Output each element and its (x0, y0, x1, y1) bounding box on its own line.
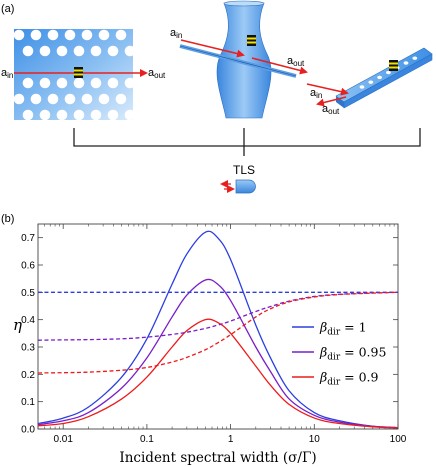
y-tick-label: 0.6 (21, 261, 35, 272)
grouping-bracket (73, 128, 421, 156)
crystal-hole (115, 93, 127, 105)
crystal-hole (30, 29, 42, 41)
x-tick-label: 0.01 (53, 434, 73, 445)
crystal-hole (56, 45, 68, 57)
tls-label: TLS (233, 163, 255, 177)
crystal-hole (90, 45, 102, 57)
fiber-resonator-device: ain aout (170, 0, 308, 119)
crystal-hole (98, 93, 110, 105)
crystal-hole (30, 93, 42, 105)
waveguide-hole (386, 70, 391, 75)
crystal-hole (124, 77, 136, 89)
crystal-hole (107, 45, 119, 57)
x-axis-label: Incident spectral width (σ/Γ) (119, 450, 316, 466)
legend-label: βdir = 0.9 (319, 370, 379, 388)
crystal-hole (13, 29, 25, 41)
crystal-hole (39, 109, 51, 121)
crystal-hole (39, 45, 51, 57)
crystal-hole (64, 93, 76, 105)
y-tick-label: 0.3 (21, 343, 35, 354)
y-tick-label: 0.0 (21, 425, 35, 436)
x-tick-label: 0.1 (140, 434, 154, 445)
crystal-hole (22, 77, 34, 89)
a-out-label-right: aout (322, 103, 340, 116)
waveguide-hole (359, 85, 365, 89)
crystal-hole (73, 45, 85, 57)
photonic-crystal-slab (14, 29, 133, 120)
waveguide-hole (377, 75, 382, 80)
waveguide-device: ain aout (306, 47, 433, 116)
crystal-hole (13, 93, 25, 105)
waveguide-holes (359, 56, 418, 89)
y-axis-ticks: 0.0 0.1 0.2 0.3 0.4 0.5 0.6 0.7 (21, 233, 398, 436)
crystal-hole (47, 93, 59, 105)
crystal-hole (107, 109, 119, 121)
output-arrow-middle (251, 57, 308, 75)
panel-b-label: (b) (1, 213, 14, 225)
x-tick-label: 100 (390, 434, 407, 445)
crystal-hole (64, 29, 76, 41)
waveguide-beam-top (335, 47, 433, 103)
a-out-label-left: aout (148, 67, 166, 80)
crystal-hole (56, 77, 68, 89)
crystal-hole (47, 29, 59, 41)
tapered-fiber-edge (179, 45, 297, 77)
x-tick-label: 10 (309, 434, 321, 445)
plot-frame (37, 223, 399, 430)
waveguide-hole (412, 56, 418, 60)
y-axis-label: η (13, 316, 22, 334)
crystal-hole (98, 29, 110, 41)
efficiency-chart: 0.0 0.1 0.2 0.3 0.4 0.5 0.6 0.7 0.01 0.1 1 10 100 η… (13, 223, 407, 466)
waveguide-beam-side (343, 53, 433, 109)
legend: βdir = 1 βdir = 0.95 βdir = 0.9 (292, 320, 386, 388)
panel-a-label: (a) (1, 3, 14, 15)
waveguide-hole (368, 80, 374, 84)
crystal-hole (107, 77, 119, 89)
crystal-hole (124, 109, 136, 121)
emitter-icon (389, 60, 398, 71)
crystal-hole (73, 77, 85, 89)
crystal-hole (90, 109, 102, 121)
crystal-hole (115, 29, 127, 41)
legend-label: βdir = 0.95 (319, 345, 386, 363)
emitter-icon (74, 67, 83, 78)
resonator-top-face (223, 0, 265, 7)
y-tick-label: 0.2 (21, 370, 35, 381)
crystal-hole (81, 93, 93, 105)
crystal-hole (81, 29, 93, 41)
crystal-hole (22, 109, 34, 121)
input-arrow-middle (180, 39, 245, 58)
crystal-hole (90, 77, 102, 89)
waveguide-hole (403, 61, 409, 65)
crystal-hole (124, 45, 136, 57)
series-line-purple-solid (37, 278, 399, 429)
legend-label: βdir = 1 (319, 320, 367, 338)
crystal-holes (13, 29, 136, 121)
output-arrow-right (316, 96, 347, 107)
y-tick-label: 0.1 (21, 397, 35, 408)
series-layer (37, 230, 399, 429)
a-in-label-right: ain (310, 87, 322, 100)
y-tick-label: 0.4 (21, 315, 35, 326)
y-tick-label: 0.7 (21, 233, 35, 244)
x-axis-ticks: 0.01 0.1 1 10 100 (37, 224, 407, 445)
x-tick-label: 1 (228, 434, 234, 445)
y-tick-label: 0.5 (21, 288, 35, 299)
input-arrow-right (306, 83, 349, 96)
series-line-red-solid (37, 318, 399, 429)
series-line-red-dashed (37, 291, 399, 374)
series-line-blue-solid (37, 230, 399, 429)
a-in-label-left: ain (1, 67, 13, 80)
crystal-hole (22, 45, 34, 57)
emitter-icon (247, 35, 256, 46)
a-in-label-middle: ain (170, 27, 182, 40)
photonic-crystal-device: ain aout (1, 29, 166, 121)
tls-detector-icon (220, 179, 256, 194)
crystal-hole (73, 109, 85, 121)
a-out-label-middle: aout (287, 55, 305, 68)
crystal-hole (39, 77, 51, 89)
crystal-hole (56, 109, 68, 121)
